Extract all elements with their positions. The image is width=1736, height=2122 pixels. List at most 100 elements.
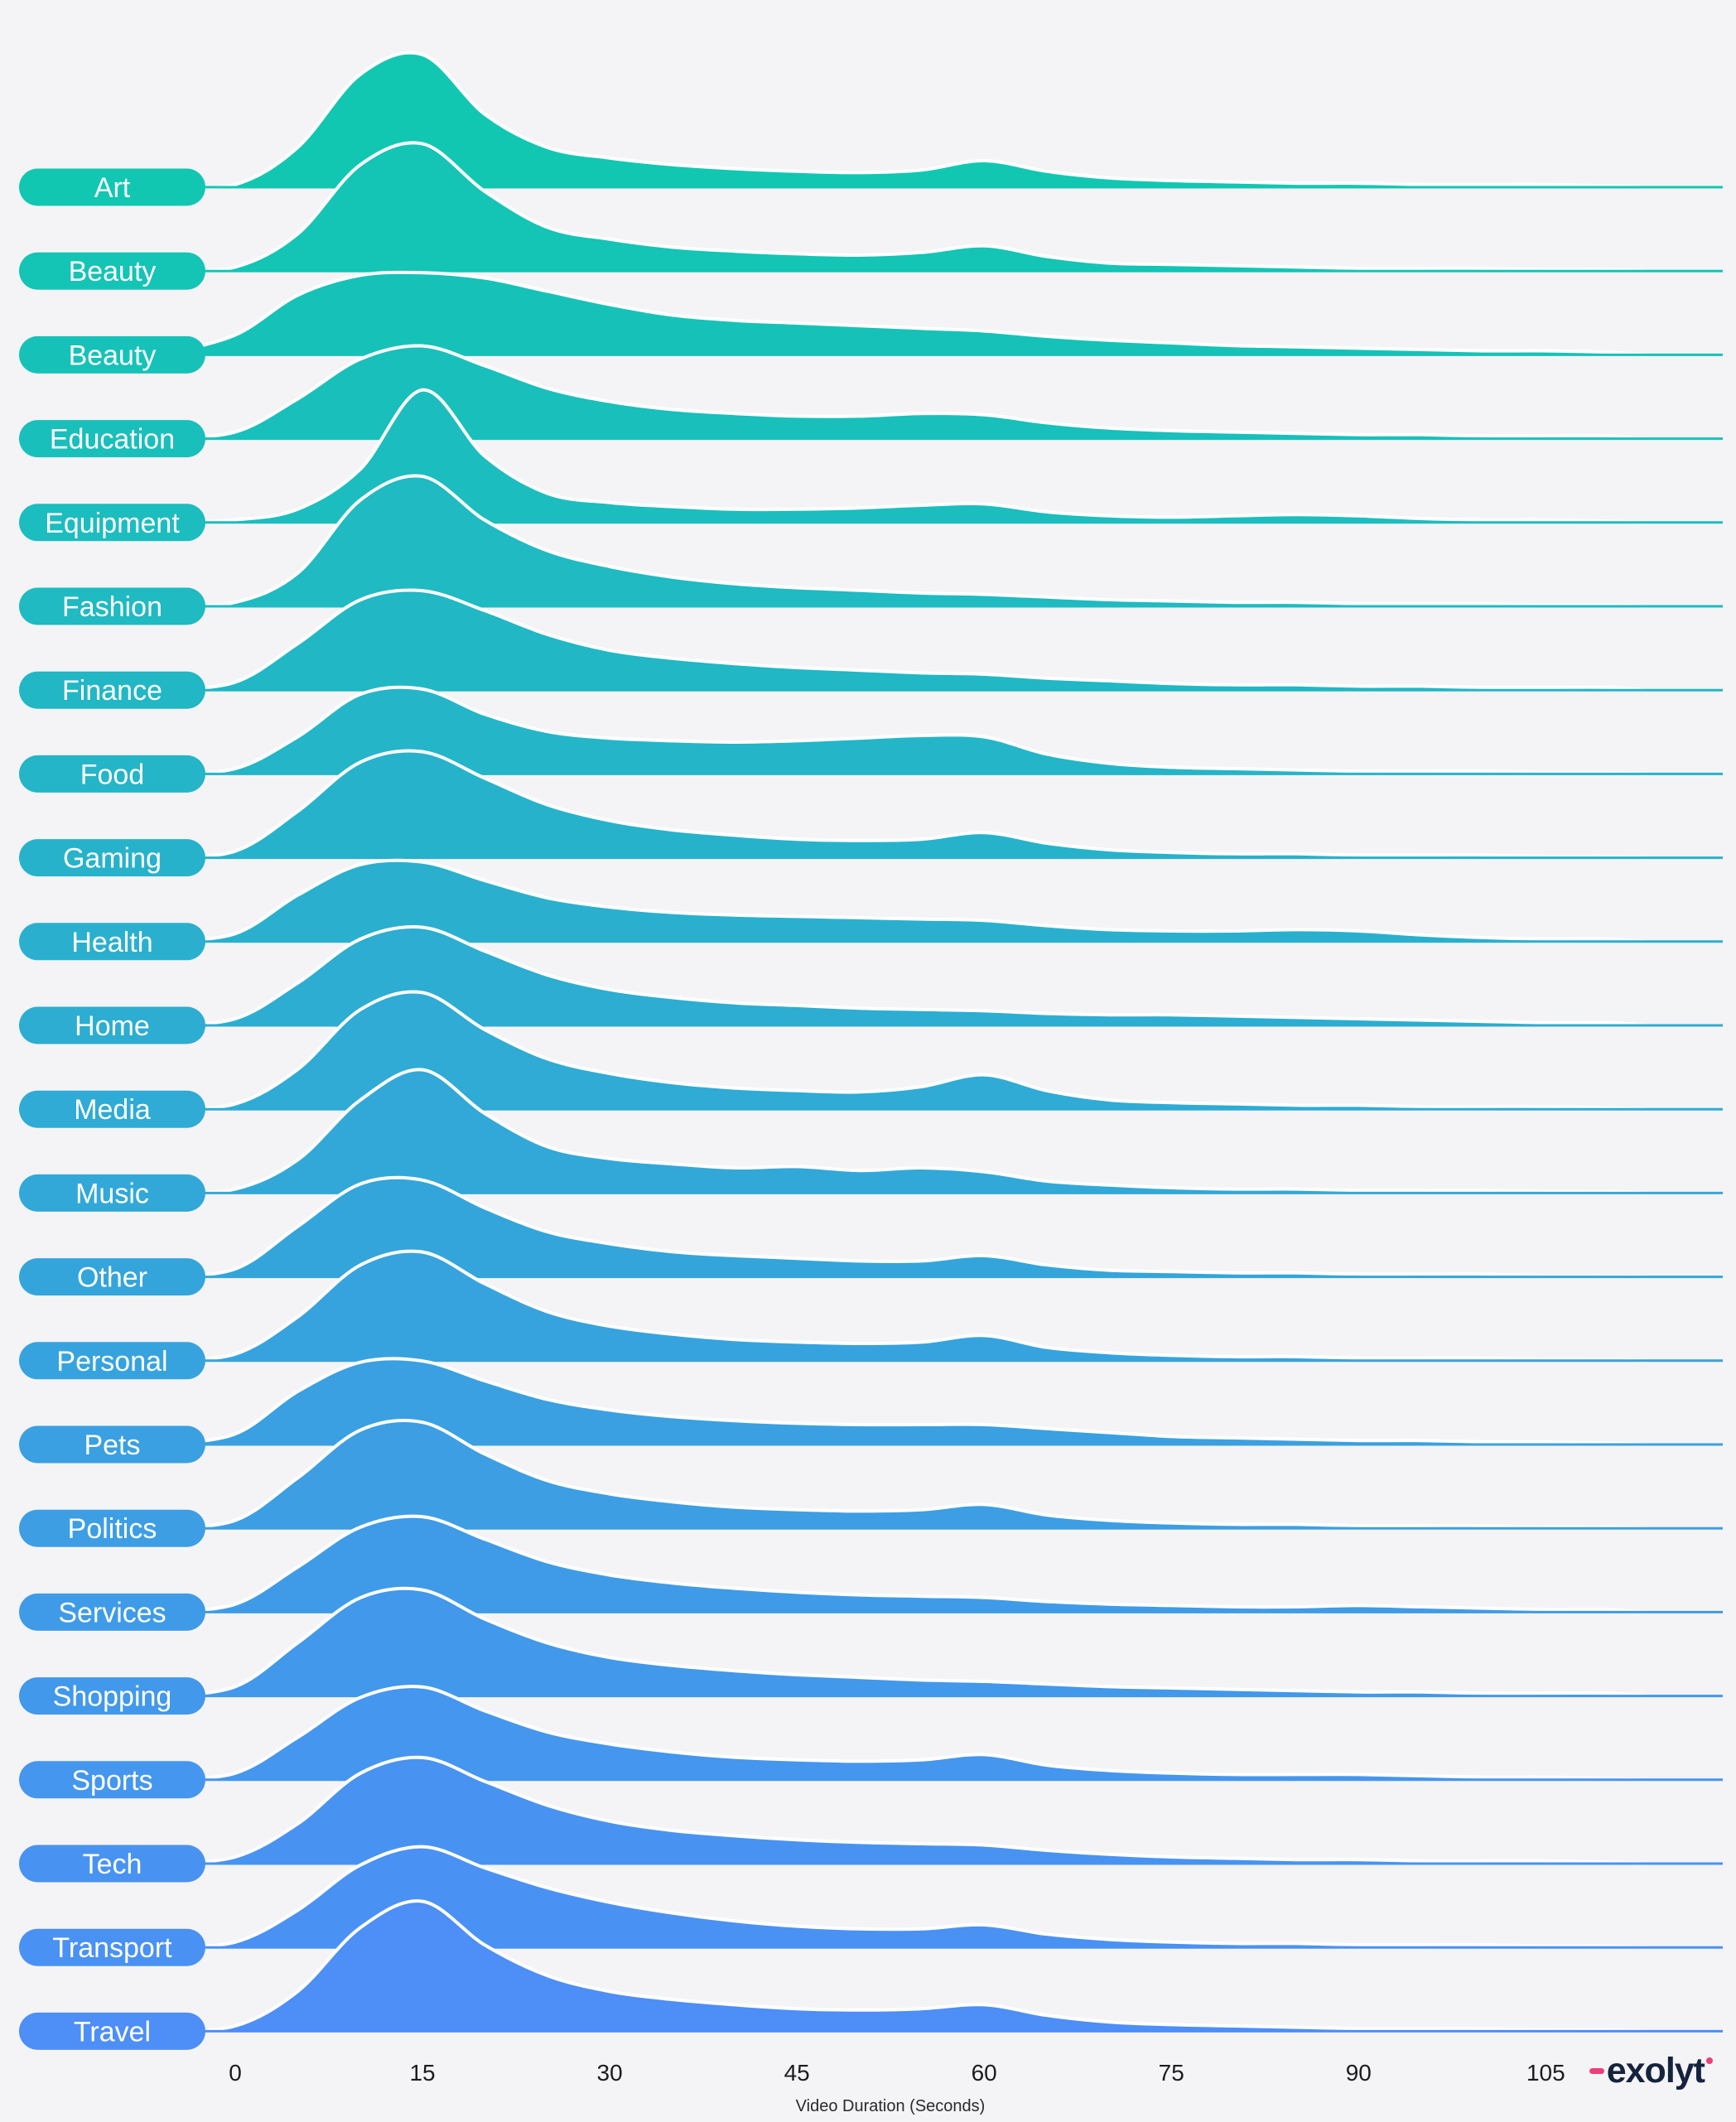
category-label: Transport	[52, 1932, 172, 1964]
pill-background	[19, 671, 205, 709]
category-pill[interactable]: Transport	[19, 1928, 205, 1966]
category-pill[interactable]: Tech	[19, 1845, 205, 1883]
category-pill[interactable]: Beauty	[19, 252, 205, 290]
ridges	[158, 51, 1723, 2033]
pill-background	[19, 1928, 205, 1966]
pill-background	[19, 1761, 205, 1799]
pill-background	[19, 1006, 205, 1044]
density-outline	[158, 685, 1647, 776]
density-area	[160, 750, 1646, 858]
category-label: Media	[74, 1094, 151, 1126]
category-pill[interactable]: Other	[19, 1258, 205, 1296]
category-label: Personal	[56, 1346, 167, 1377]
category-label: Food	[80, 759, 145, 790]
pill-background	[19, 587, 205, 625]
density-area	[160, 590, 1646, 691]
density-outline	[158, 388, 1647, 524]
density-outline	[158, 990, 1647, 1112]
pill-background	[19, 252, 205, 290]
category-pill[interactable]: Health	[19, 923, 205, 961]
pill-background	[19, 755, 205, 793]
pill-background	[19, 1342, 205, 1380]
category-pill[interactable]: Finance	[19, 671, 205, 709]
category-label: Travel	[74, 2016, 151, 2047]
density-area	[160, 272, 1646, 355]
category-label: Shopping	[53, 1681, 172, 1713]
density-area	[160, 142, 1646, 272]
pill-background	[19, 168, 205, 206]
density-outline	[158, 1249, 1647, 1362]
category-label: Tech	[83, 1849, 142, 1880]
ridge-row	[158, 1899, 1723, 2033]
category-pill[interactable]: Personal	[19, 1342, 205, 1380]
density-area	[160, 1069, 1646, 1194]
density-outline	[158, 1685, 1647, 1782]
category-pill[interactable]: Equipment	[19, 504, 205, 542]
x-tick-label: 105	[1526, 2060, 1565, 2086]
density-area	[160, 345, 1646, 439]
x-tick-label: 75	[1159, 2060, 1184, 2086]
category-pill[interactable]: Music	[19, 1174, 205, 1212]
category-pill[interactable]: Sports	[19, 1761, 205, 1799]
category-label: Finance	[62, 675, 162, 707]
ridge-row	[158, 141, 1723, 273]
density-area	[160, 475, 1646, 606]
category-label: Equipment	[45, 508, 180, 539]
density-outline	[158, 1899, 1647, 2033]
density-outline	[158, 858, 1647, 943]
category-label: Sports	[71, 1765, 152, 1796]
ridge-row	[158, 270, 1723, 357]
density-area	[160, 1516, 1646, 1613]
category-pill[interactable]: Fashion	[19, 587, 205, 625]
density-area	[160, 1588, 1646, 1696]
x-axis-ticks: 0 15 30 45 60 75 90 105	[229, 2060, 1565, 2086]
pill-background	[19, 1258, 205, 1296]
logo-dot-icon	[1706, 2057, 1713, 2064]
x-tick-label: 90	[1346, 2060, 1372, 2086]
category-label: Gaming	[63, 843, 162, 875]
category-pill[interactable]: Art	[19, 168, 205, 206]
category-pill[interactable]: Education	[19, 420, 205, 458]
category-label: Home	[75, 1010, 150, 1042]
category-pill[interactable]: Home	[19, 1006, 205, 1044]
x-tick-label: 0	[229, 2060, 242, 2086]
category-pill[interactable]: Politics	[19, 1509, 205, 1547]
pill-background	[19, 2012, 205, 2050]
pill-background	[19, 1425, 205, 1464]
pill-background	[19, 1845, 205, 1883]
density-area	[160, 1177, 1646, 1277]
pill-background	[19, 420, 205, 458]
pill-background	[19, 1090, 205, 1128]
density-outline	[158, 51, 1647, 190]
category-pill[interactable]: Media	[19, 1090, 205, 1128]
density-area	[160, 687, 1646, 774]
category-pill[interactable]: Services	[19, 1593, 205, 1631]
density-outline	[158, 270, 1647, 357]
pill-background	[19, 1677, 205, 1715]
category-pill[interactable]: Travel	[19, 2012, 205, 2050]
category-pill[interactable]: Pets	[19, 1425, 205, 1464]
category-label: Politics	[68, 1513, 157, 1545]
category-pill[interactable]: Shopping	[19, 1677, 205, 1715]
category-pills: Art Beauty Beauty Education Equipment Fashion…	[19, 168, 205, 2050]
density-area	[160, 1846, 1646, 1948]
density-area	[160, 860, 1646, 942]
density-outline	[158, 749, 1647, 860]
density-outline	[158, 474, 1647, 608]
density-area	[160, 1757, 1646, 1864]
category-label: Services	[58, 1597, 166, 1628]
x-tick-label: 30	[597, 2060, 623, 2086]
density-area	[160, 1686, 1646, 1780]
category-pill[interactable]: Beauty	[19, 335, 205, 374]
density-area	[160, 991, 1646, 1110]
x-tick-label: 15	[409, 2060, 435, 2086]
category-pill[interactable]: Gaming	[19, 839, 205, 877]
density-outline	[158, 1175, 1647, 1279]
x-axis-title: Video Duration (Seconds)	[795, 2097, 986, 2115]
density-outline	[158, 1755, 1647, 1865]
category-pill[interactable]: Food	[19, 755, 205, 793]
density-outline	[158, 1514, 1647, 1614]
